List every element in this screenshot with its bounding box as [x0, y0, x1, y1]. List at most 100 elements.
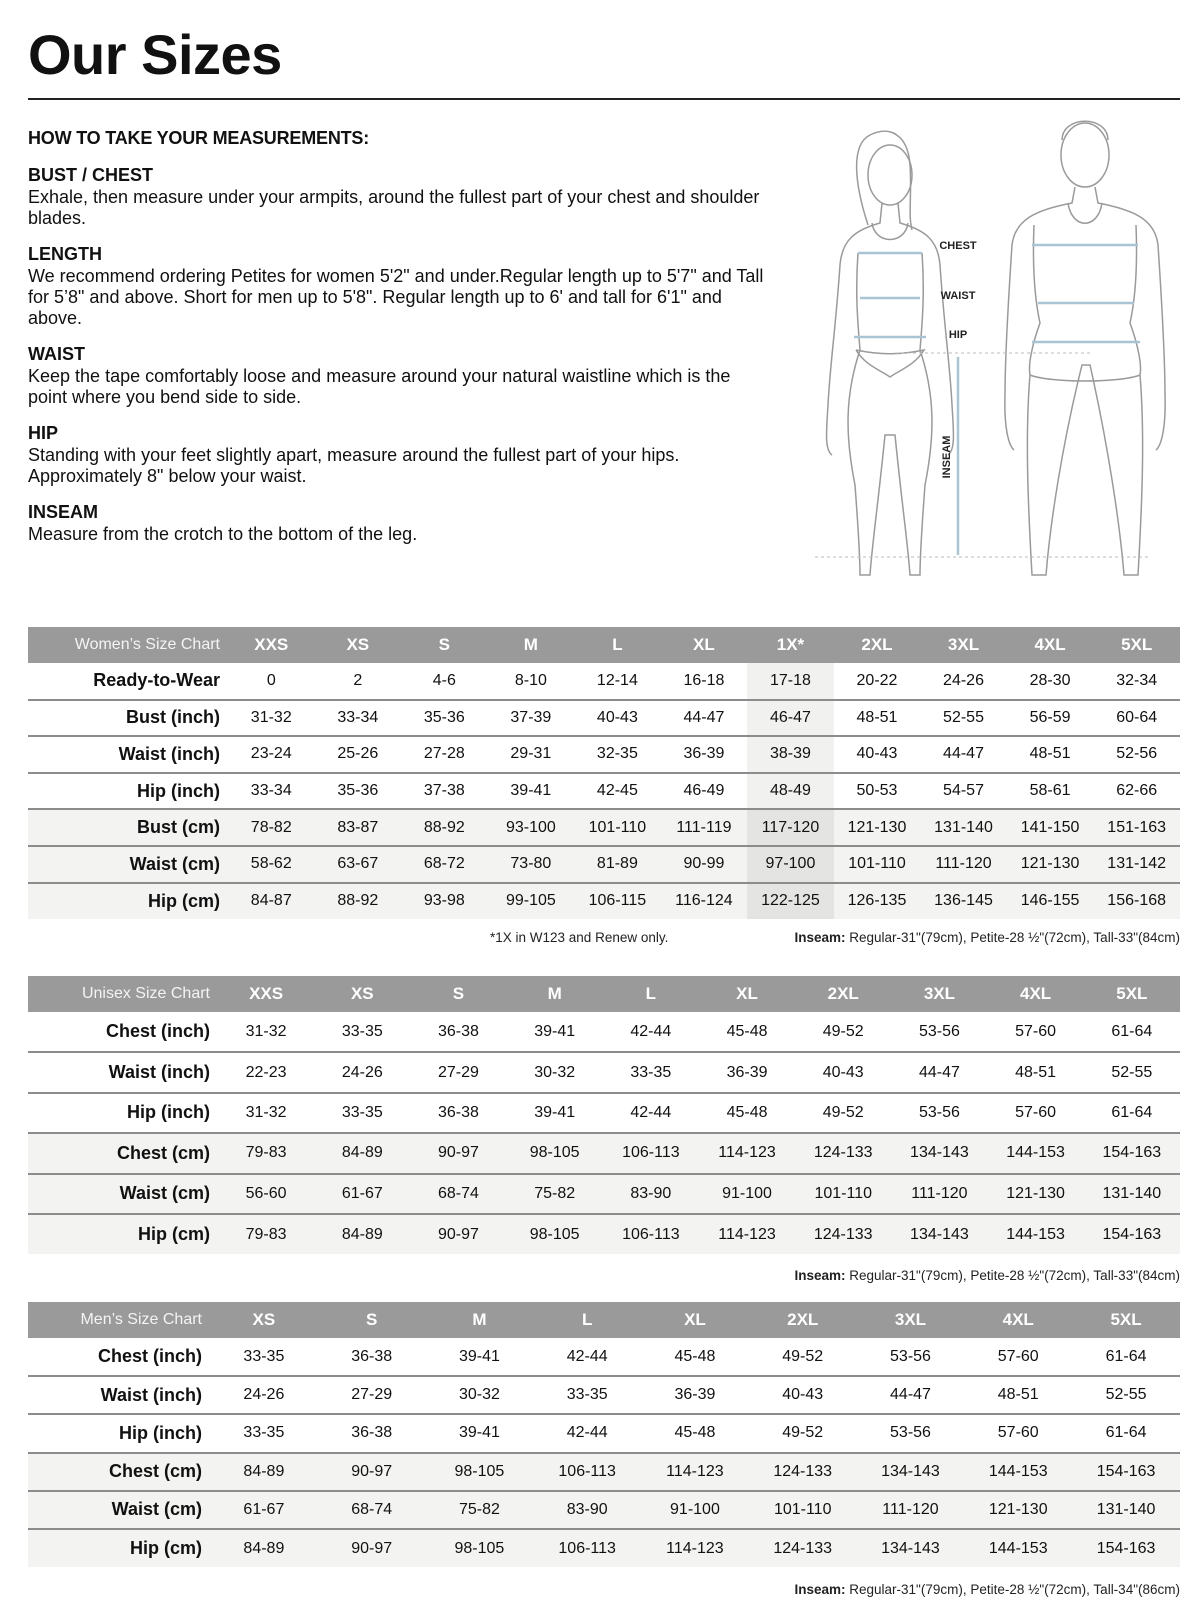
- size-header: S: [401, 627, 488, 663]
- table-cell: 90-97: [317, 1528, 426, 1568]
- unisex-size-chart-table: Unisex Size Chart XXS XS S M L XL 2XL 3XL 4XL 5XL C…: [28, 976, 1180, 1255]
- table-row: Hip (cm) 84-89 90-97 98-105 106-113 114-123 12…: [28, 1528, 1180, 1568]
- size-header: S: [410, 976, 507, 1012]
- table-cell: 61-64: [1083, 1012, 1180, 1054]
- table-cell: 78-82: [228, 809, 315, 847]
- table-cell: 44-47: [856, 1376, 965, 1416]
- table-cell: 83-90: [533, 1490, 642, 1530]
- table-row: Waist (cm) 56-60 61-67 68-74 75-82 83-90 91-10…: [28, 1173, 1180, 1215]
- table-cell: 42-44: [533, 1338, 642, 1378]
- size-header: 5XL: [1072, 1302, 1180, 1338]
- size-header: 4XL: [964, 1302, 1073, 1338]
- row-label: Hip (cm): [28, 1528, 210, 1568]
- size-header: 1X*: [747, 627, 834, 663]
- table-cell: 79-83: [218, 1213, 315, 1255]
- size-header: XS: [210, 1302, 318, 1338]
- table-cell: 124-133: [748, 1528, 857, 1568]
- size-header: L: [574, 627, 661, 663]
- table-cell: 156-168: [1093, 882, 1180, 920]
- title-divider: [28, 98, 1180, 100]
- inseam-note: Inseam: Regular-31"(79cm), Petite-28 ½"(…: [794, 930, 1180, 945]
- table-cell: 124-133: [748, 1452, 857, 1492]
- table-cell: 106-113: [533, 1452, 642, 1492]
- table-cell: 114-123: [698, 1133, 796, 1175]
- section-title: LENGTH: [28, 244, 102, 264]
- table-cell: 124-133: [795, 1133, 892, 1175]
- table-cell: 57-60: [964, 1338, 1073, 1378]
- row-label: Bust (inch): [28, 699, 228, 738]
- table-cell: 83-90: [602, 1173, 699, 1215]
- table-cell: 146-155: [1006, 882, 1094, 920]
- table-cell: 117-120: [747, 809, 834, 847]
- table-cell: 31-32: [228, 699, 315, 738]
- section-text: Measure from the crotch to the bottom of…: [28, 524, 418, 544]
- table-cell: 33-35: [210, 1338, 318, 1378]
- table-cell: 121-130: [833, 809, 921, 847]
- table-cell: 49-52: [795, 1092, 892, 1135]
- table-cell: 57-60: [987, 1092, 1084, 1135]
- section-waist: WAIST Keep the tape comfortably loose and…: [28, 344, 768, 408]
- table-cell: 84-89: [210, 1528, 318, 1568]
- table-row: Hip (inch) 33-35 36-38 39-41 42-44 45-48 49-52…: [28, 1414, 1180, 1454]
- table-cell: 31-32: [218, 1012, 315, 1054]
- table-cell: 12-14: [574, 663, 661, 701]
- table-row: Ready-to-Wear 0 2 4-6 8-10 12-14 16-18 17-18 20-…: [28, 663, 1180, 701]
- table-header-row: Men’s Size Chart XS S M L XL 2XL 3XL 4XL 5XL: [28, 1302, 1180, 1338]
- row-label: Chest (inch): [28, 1012, 218, 1054]
- female-figure: [825, 130, 955, 576]
- table-cell: 81-89: [574, 845, 661, 884]
- row-label: Chest (cm): [28, 1133, 218, 1175]
- table-cell: 44-47: [660, 699, 748, 738]
- table-cell: 40-43: [795, 1052, 892, 1094]
- row-label: Waist (inch): [28, 1376, 210, 1416]
- table-cell: 33-35: [314, 1012, 411, 1054]
- table-cell: 68-74: [410, 1173, 507, 1215]
- table-cell: 33-34: [314, 699, 402, 738]
- male-figure: [1004, 120, 1166, 576]
- row-label: Hip (inch): [28, 772, 228, 811]
- table-cell: 134-143: [891, 1133, 988, 1175]
- row-label: Hip (cm): [28, 882, 228, 920]
- table-cell: 36-39: [660, 736, 748, 774]
- section-text: Standing with your feet slightly apart, …: [28, 445, 680, 486]
- table-cell: 84-89: [210, 1452, 318, 1492]
- waist-label: WAIST: [941, 290, 976, 302]
- table-header-row: Women’s Size Chart XXS XS S M L XL 1X* 2XL 3XL 4XL…: [28, 627, 1180, 663]
- inseam-note-text: Regular-31"(79cm), Petite-28 ½"(72cm), T…: [845, 1582, 1180, 1597]
- table-cell: 49-52: [748, 1414, 857, 1454]
- row-label: Bust (cm): [28, 809, 228, 847]
- table-cell: 144-153: [964, 1452, 1073, 1492]
- table-row: Chest (inch) 33-35 36-38 39-41 42-44 45-48 49-…: [28, 1338, 1180, 1378]
- size-header: S: [317, 1302, 426, 1338]
- table-cell: 42-44: [602, 1092, 699, 1135]
- table-row: Hip (cm) 84-87 88-92 93-98 99-105 106-115 116-…: [28, 882, 1180, 920]
- footnote: *1X in W123 and Renew only.: [490, 930, 669, 945]
- table-cell: 53-56: [891, 1092, 988, 1135]
- table-cell: 121-130: [964, 1490, 1073, 1530]
- table-cell: 98-105: [425, 1452, 534, 1492]
- table-cell: 28-30: [1006, 663, 1094, 701]
- table-cell: 90-97: [317, 1452, 426, 1492]
- table-cell: 83-87: [314, 809, 402, 847]
- measurement-instructions: HOW TO TAKE YOUR MEASUREMENTS: BUST / CH…: [28, 128, 768, 560]
- table-cell: 36-39: [641, 1376, 749, 1416]
- table-cell: 52-56: [1093, 736, 1180, 774]
- table-cell: 27-28: [401, 736, 488, 774]
- table-cell: 46-49: [660, 772, 748, 811]
- table-title: Women’s Size Chart: [28, 627, 228, 663]
- table-cell: 52-55: [920, 699, 1007, 738]
- chest-label: CHEST: [939, 240, 977, 252]
- table-cell: 42-44: [533, 1414, 642, 1454]
- section-title: BUST / CHEST: [28, 165, 154, 185]
- table-cell: 134-143: [856, 1528, 965, 1568]
- table-cell: 53-56: [891, 1012, 988, 1054]
- table-cell: 111-120: [920, 845, 1007, 884]
- table-cell: 114-123: [698, 1213, 796, 1255]
- row-label: Waist (cm): [28, 1173, 218, 1215]
- body-measurement-illustration: CHEST WAIST HIP INSEAM: [815, 120, 1166, 576]
- table-cell: 154-163: [1083, 1133, 1180, 1175]
- row-label: Ready-to-Wear: [28, 663, 228, 701]
- table-cell: 33-35: [210, 1414, 318, 1454]
- table-cell: 68-72: [401, 845, 488, 884]
- guide-lines: [815, 352, 1150, 558]
